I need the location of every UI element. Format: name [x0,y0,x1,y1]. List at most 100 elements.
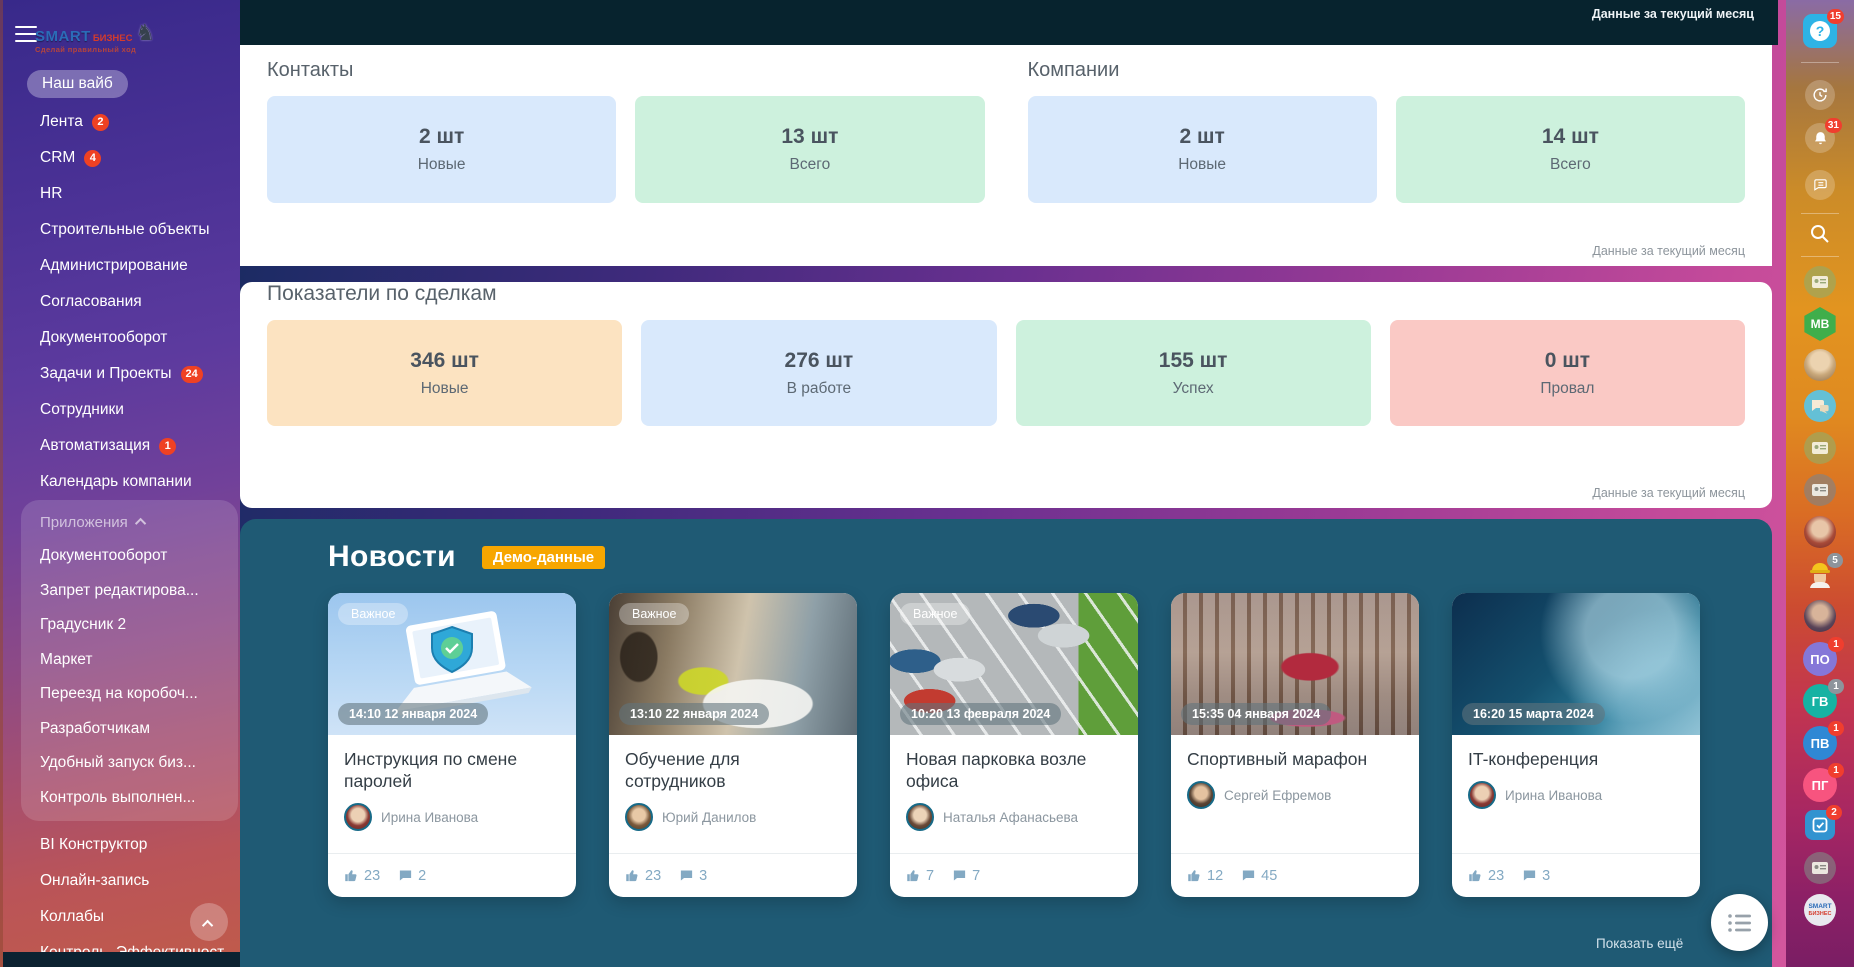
contact-card-icon [1804,852,1836,884]
counter-badge: 1 [159,437,177,455]
comments-counter[interactable]: 3 [1522,868,1550,884]
help-button[interactable]: ? 15 [1803,9,1844,48]
news-card[interactable]: Важное 14:10 12 января 2024 Инструкция п… [328,593,576,897]
news-card-title: IT-конференция [1468,749,1599,769]
notifications-button[interactable]: 31 [1805,118,1842,153]
search-button[interactable] [1808,222,1832,246]
section-title-contacts: Контакты [267,59,354,81]
feed-menu-button[interactable] [1711,894,1768,951]
demo-data-badge: Демо-данные [481,545,606,569]
stat-card-companies-total: 14 шт Всего [1395,96,1745,203]
scroll-top-button[interactable] [190,903,228,941]
important-badge: Важное [619,603,690,625]
messenger-button[interactable] [1805,170,1835,200]
sidebar-item-employees[interactable]: Сотрудники [40,401,124,418]
sidebar-item-tasks-projects[interactable]: Задачи и Проекты 24 [3,356,240,392]
stat-card-deals-in-progress: 276 шт В работе [641,320,997,426]
sidebar-item-administration[interactable]: Администрирование [40,257,188,274]
workspace-logo-chat[interactable]: SMART БИЗНЕС [1804,894,1836,926]
author-avatar [1187,781,1215,810]
stat-card-deals-failed: 0 шт Провал [1389,320,1745,426]
news-timestamp: 13:10 22 января 2024 [619,703,770,725]
comments-counter[interactable]: 7 [952,868,980,884]
sidebar-group-applications[interactable]: Приложения [21,505,238,539]
chat-gv[interactable]: ГВ 1 [1803,679,1844,718]
likes-counter[interactable]: 23 [1468,868,1504,884]
time-tracking-button[interactable] [1805,80,1835,110]
sidebar-item-bi-constructor[interactable]: BI Конструктор [40,836,148,853]
likes-counter[interactable]: 23 [344,868,380,884]
sidebar-item-online-booking[interactable]: Онлайн-запись [40,872,150,889]
likes-counter[interactable]: 12 [1187,868,1223,884]
sidebar-item-calendar[interactable]: Календарь компании [40,473,192,490]
mini-logo-icon: SMART БИЗНЕС [1804,894,1836,926]
news-timestamp: 10:20 13 февраля 2024 [900,703,1062,725]
author-avatar [1468,781,1496,810]
thumbs-up-icon [626,870,638,882]
sidebar-item-app-edit-ban[interactable]: Запрет редактирова... [40,581,199,599]
sidebar: SMART БИЗНЕС ♞ Сделай правильный ход Наш… [0,0,240,967]
builder-bot-chat[interactable]: 5 [1804,553,1843,590]
counter-badge: 1 [1828,721,1844,736]
comments-counter[interactable]: 2 [398,868,426,884]
sidebar-item-automation[interactable]: Автоматизация 1 [3,428,240,464]
chevron-up-icon [134,517,147,530]
initials-avatar: ПГ [1803,768,1837,802]
user-avatar-chat[interactable] [1804,516,1836,548]
news-card[interactable]: 16:20 15 марта 2024 IT-конференция Ирина… [1452,593,1700,897]
sidebar-item-app-docflow[interactable]: Документооборот [40,547,168,565]
comment-icon [1243,870,1255,881]
sidebar-item-hr[interactable]: HR [40,185,63,202]
companies-section: Компании 2 шт Новые 14 шт Всего [1027,45,1745,203]
chat-po[interactable]: ПО 1 [1803,637,1844,676]
user-avatar-chat[interactable] [1804,600,1836,632]
comment-icon [953,870,966,881]
sidebar-item-app-developers[interactable]: Разработчикам [40,719,151,737]
logo-tagline: Сделай правильный ход [35,45,137,54]
group-chat[interactable] [1804,390,1836,422]
likes-counter[interactable]: 7 [906,868,934,884]
important-badge: Важное [338,603,409,625]
author-name: Юрий Данилов [662,809,757,825]
sidebar-item-app-market[interactable]: Маркет [40,650,93,668]
sidebar-item-app-easy-start[interactable]: Удобный запуск биз... [40,754,196,772]
contact-card-chat[interactable] [1804,852,1836,884]
news-card[interactable]: Важное 13:10 22 января 2024 Обучение для… [609,593,857,897]
builder-icon [1804,558,1836,590]
tasks-button[interactable]: 2 [1805,805,1842,840]
show-more-link[interactable]: Показать ещё [1596,936,1684,951]
period-note: Данные за текущий месяц [1592,244,1745,258]
news-card[interactable]: 15:35 04 января 2024 Спортивный марафон … [1171,593,1419,897]
sidebar-item-nash-vibe[interactable]: Наш вайб [27,70,128,98]
sidebar-item-approvals[interactable]: Согласования [40,293,142,310]
chat-pv[interactable]: ПВ 1 [1803,721,1844,760]
menu-toggle-icon[interactable] [15,26,37,42]
sidebar-item-docflow[interactable]: Документооборот [40,329,168,346]
app-logo[interactable]: SMART БИЗНЕС ♞ Сделай правильный ход [35,22,155,54]
comments-counter[interactable]: 45 [1241,868,1277,884]
likes-counter[interactable]: 23 [625,868,661,884]
counter-badge: 5 [1827,553,1843,568]
sidebar-item-app-box-move[interactable]: Переезд на коробоч... [40,685,198,703]
comment-icon [400,870,412,881]
sidebar-item-crm[interactable]: CRM 4 [3,140,240,176]
thumbs-up-icon [345,870,357,882]
sidebar-item-construction[interactable]: Строительные объекты [40,221,210,238]
chat-pg[interactable]: ПГ 1 [1803,763,1844,802]
user-avatar-chat[interactable] [1804,349,1836,381]
mb-hexagon-chat[interactable]: MB [1803,307,1837,341]
comments-counter[interactable]: 3 [679,868,707,884]
sidebar-item-app-control[interactable]: Контроль выполнен... [40,788,196,806]
news-card-image: Важное 10:20 13 февраля 2024 [890,593,1138,735]
sidebar-item-collabs[interactable]: Коллабы [40,908,105,925]
divider [1801,256,1839,257]
sidebar-item-app-gradusnik[interactable]: Градусник 2 [40,616,127,634]
contact-card-chat[interactable] [1804,474,1836,506]
contact-card-chat[interactable] [1804,432,1836,464]
contact-card-chat[interactable] [1804,266,1836,298]
chat-bubbles-icon [1804,390,1836,422]
news-card[interactable]: Важное 10:20 13 февраля 2024 Новая парко… [890,593,1138,897]
section-title-deals: Показатели по сделкам [267,282,497,305]
sidebar-item-lenta[interactable]: Лента 2 [3,104,240,140]
divider [1801,62,1839,63]
